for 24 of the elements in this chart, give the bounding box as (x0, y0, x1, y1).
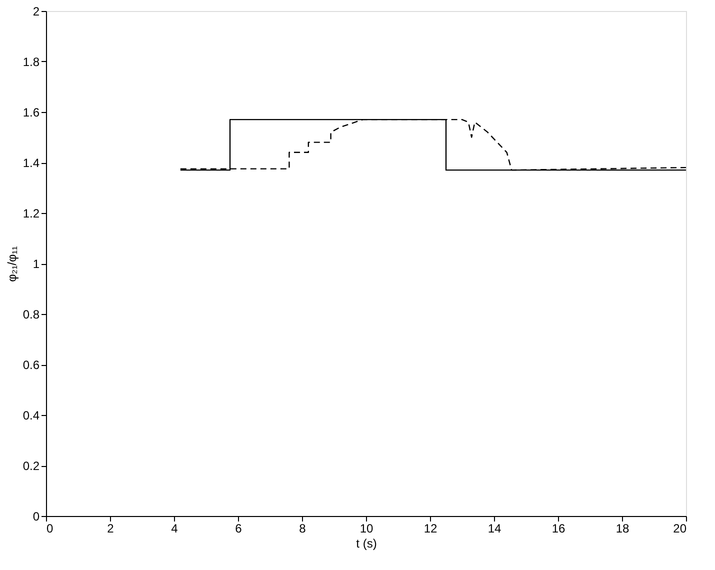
x-tick-label: 18 (616, 522, 630, 536)
x-tick-label: 8 (299, 522, 306, 536)
x-tick-label: 4 (171, 522, 178, 536)
x-tick-label: 16 (552, 522, 566, 536)
y-tick-label: 1 (32, 257, 40, 271)
x-axis-title: t (s) (356, 536, 377, 550)
y-tick-label: 0.2 (22, 459, 40, 473)
x-tick-label: 6 (235, 522, 242, 536)
y-tick-label: 1.4 (22, 156, 40, 170)
y-tick-label: 0.6 (22, 358, 40, 372)
x-tick-label: 20 (673, 522, 687, 536)
y-tick-label: 2 (32, 4, 40, 18)
y-tick-label: 0 (32, 510, 40, 524)
y-axis-title: φ₂₁/φ₁₁ (4, 246, 19, 282)
x-tick-label: 0 (46, 522, 54, 536)
y-tick-label: 0.8 (22, 308, 40, 322)
y-tick-label: 0.4 (22, 408, 40, 422)
y-tick-label: 1.8 (22, 55, 40, 69)
x-tick-label: 2 (107, 522, 114, 536)
x-tick-label: 14 (488, 522, 502, 536)
y-tick-label: 1.6 (22, 106, 40, 120)
x-tick-label: 10 (360, 522, 374, 536)
y-tick-label: 1.2 (22, 206, 40, 220)
x-tick-label: 12 (424, 522, 438, 536)
